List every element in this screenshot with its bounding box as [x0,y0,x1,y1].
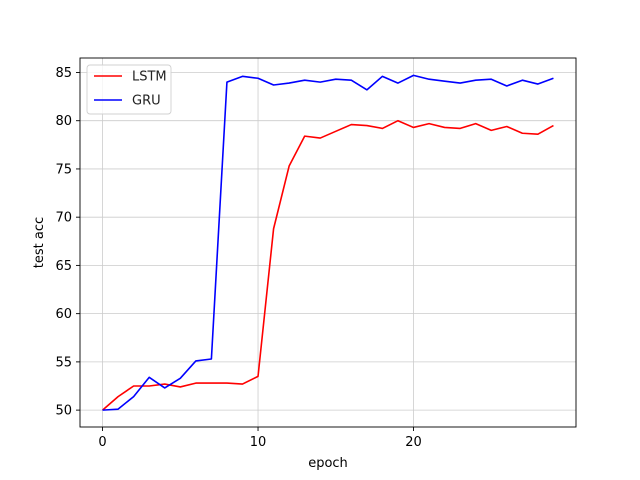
y-tick-label: 50 [55,404,72,419]
legend-box [86,64,172,115]
y-tick-label: 65 [55,259,72,274]
y-tick-label: 85 [55,66,72,81]
y-tick-label: 55 [55,355,72,370]
x-tick-label: 20 [405,435,422,450]
y-axis-label: test acc [32,217,47,268]
x-tick-label: 10 [250,435,267,450]
y-tick-label: 70 [55,211,72,226]
legend-label-gru: GRU [132,94,161,109]
legend-label-lstm: LSTM [132,70,167,85]
x-tick-label: 0 [98,435,106,450]
series-line-lstm [102,119,554,411]
y-tick-label: 80 [55,114,72,129]
y-tick-label: 60 [55,307,72,322]
plot-frame [79,57,577,428]
y-tick-label: 75 [55,162,72,177]
x-axis-label: epoch [308,456,348,471]
series-line-gru [102,74,554,411]
